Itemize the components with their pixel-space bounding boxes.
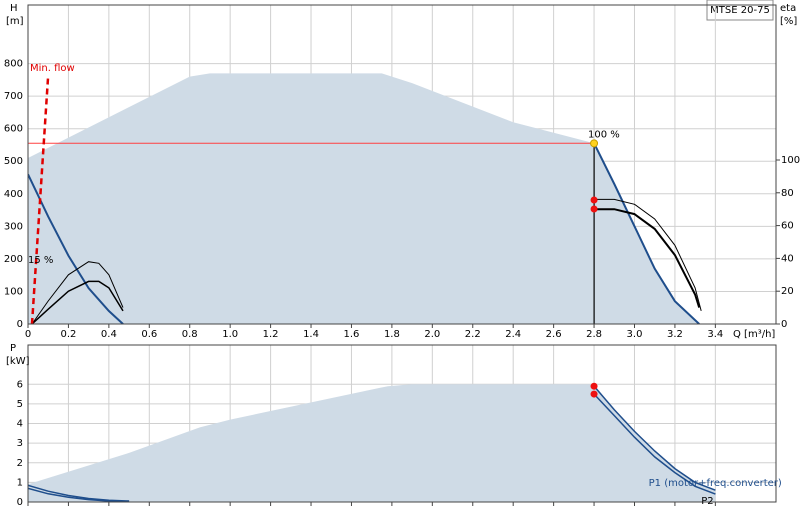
curve xyxy=(28,173,124,324)
x-tick-label: 2.2 xyxy=(465,329,481,340)
y2-tick-label: 0 xyxy=(781,319,787,330)
y2-axis-unit: [%] xyxy=(780,16,797,27)
annotation: 100 % xyxy=(588,130,620,141)
y-axis-label: P xyxy=(10,343,16,354)
y-tick-label: 3 xyxy=(17,438,23,449)
x-tick-label: 0 xyxy=(25,329,31,340)
y-tick-label: 0 xyxy=(17,319,23,330)
y2-axis-label: eta xyxy=(780,3,796,14)
x-tick-label: 3.0 xyxy=(627,329,643,340)
y-tick-label: 2 xyxy=(17,458,23,469)
y-tick-label: 6 xyxy=(17,379,23,390)
x-tick-label: 1.8 xyxy=(384,329,400,340)
x-tick-label: 1.6 xyxy=(344,329,360,340)
data-point xyxy=(590,382,598,390)
plot-area xyxy=(28,382,716,502)
x-tick-label: 0.8 xyxy=(182,329,198,340)
data-point xyxy=(590,196,598,204)
x-tick-label: 2.8 xyxy=(586,329,602,340)
y-axis-label: H xyxy=(10,3,18,14)
x-tick-label: 3.4 xyxy=(707,329,723,340)
x-tick-label: 2.0 xyxy=(424,329,440,340)
curve xyxy=(594,208,701,308)
curve xyxy=(28,484,130,502)
x-tick-label: 1.0 xyxy=(222,329,238,340)
plot-area xyxy=(28,73,702,324)
x-tick-label: 2.6 xyxy=(546,329,562,340)
plot-frame xyxy=(27,4,777,325)
operating-range-area xyxy=(28,73,700,324)
curve xyxy=(594,198,702,312)
y-tick-label: 1 xyxy=(17,477,23,488)
annotation: P2 xyxy=(701,496,713,507)
y-tick-label: 600 xyxy=(4,124,23,135)
data-point xyxy=(590,390,598,398)
y-tick-label: 0 xyxy=(17,497,23,508)
y-tick-label: 300 xyxy=(4,221,23,232)
y-tick-label: 400 xyxy=(4,189,23,200)
x-tick-label: 1.2 xyxy=(263,329,279,340)
y2-tick-label: 100 xyxy=(781,155,800,166)
y-tick-label: 5 xyxy=(17,399,23,410)
curve xyxy=(593,393,716,495)
data-point xyxy=(590,139,599,148)
y2-tick-label: 60 xyxy=(781,221,794,232)
data-point xyxy=(590,205,598,213)
y-tick-label: 100 xyxy=(4,286,23,297)
y2-tick-label: 80 xyxy=(781,188,794,199)
y2-tick-label: 20 xyxy=(781,286,794,297)
y-tick-label: 4 xyxy=(17,419,23,430)
curve xyxy=(593,142,700,324)
annotation: 15 % xyxy=(28,255,53,266)
min-flow-line xyxy=(30,74,50,324)
y-tick-label: 500 xyxy=(4,156,23,167)
annotation: Min. flow xyxy=(30,63,75,74)
y-tick-label: 800 xyxy=(4,59,23,70)
x-tick-label: 0.6 xyxy=(141,329,157,340)
plot-frame xyxy=(27,344,777,503)
curve xyxy=(31,280,124,324)
y-axis-unit: [kW] xyxy=(6,356,30,367)
y-axis-unit: [m] xyxy=(6,16,24,27)
curve xyxy=(593,385,716,491)
x-tick-label: 0.4 xyxy=(101,329,117,340)
curve xyxy=(31,261,124,324)
x-tick-label: 0.2 xyxy=(60,329,76,340)
x-tick-label: 2.4 xyxy=(505,329,521,340)
curve xyxy=(28,487,130,502)
product-label: MTSE 20-75 xyxy=(710,5,770,16)
x-tick-label: 1.4 xyxy=(303,329,319,340)
y-tick-label: 200 xyxy=(4,254,23,265)
x-tick-label: 3.2 xyxy=(667,329,683,340)
y-tick-label: 700 xyxy=(4,91,23,102)
y2-tick-label: 40 xyxy=(781,253,794,264)
annotation: P1 (motor+freq.converter) xyxy=(649,478,782,489)
operating-range-area xyxy=(28,384,716,502)
x-axis-label: Q [m³/h] xyxy=(733,329,775,340)
